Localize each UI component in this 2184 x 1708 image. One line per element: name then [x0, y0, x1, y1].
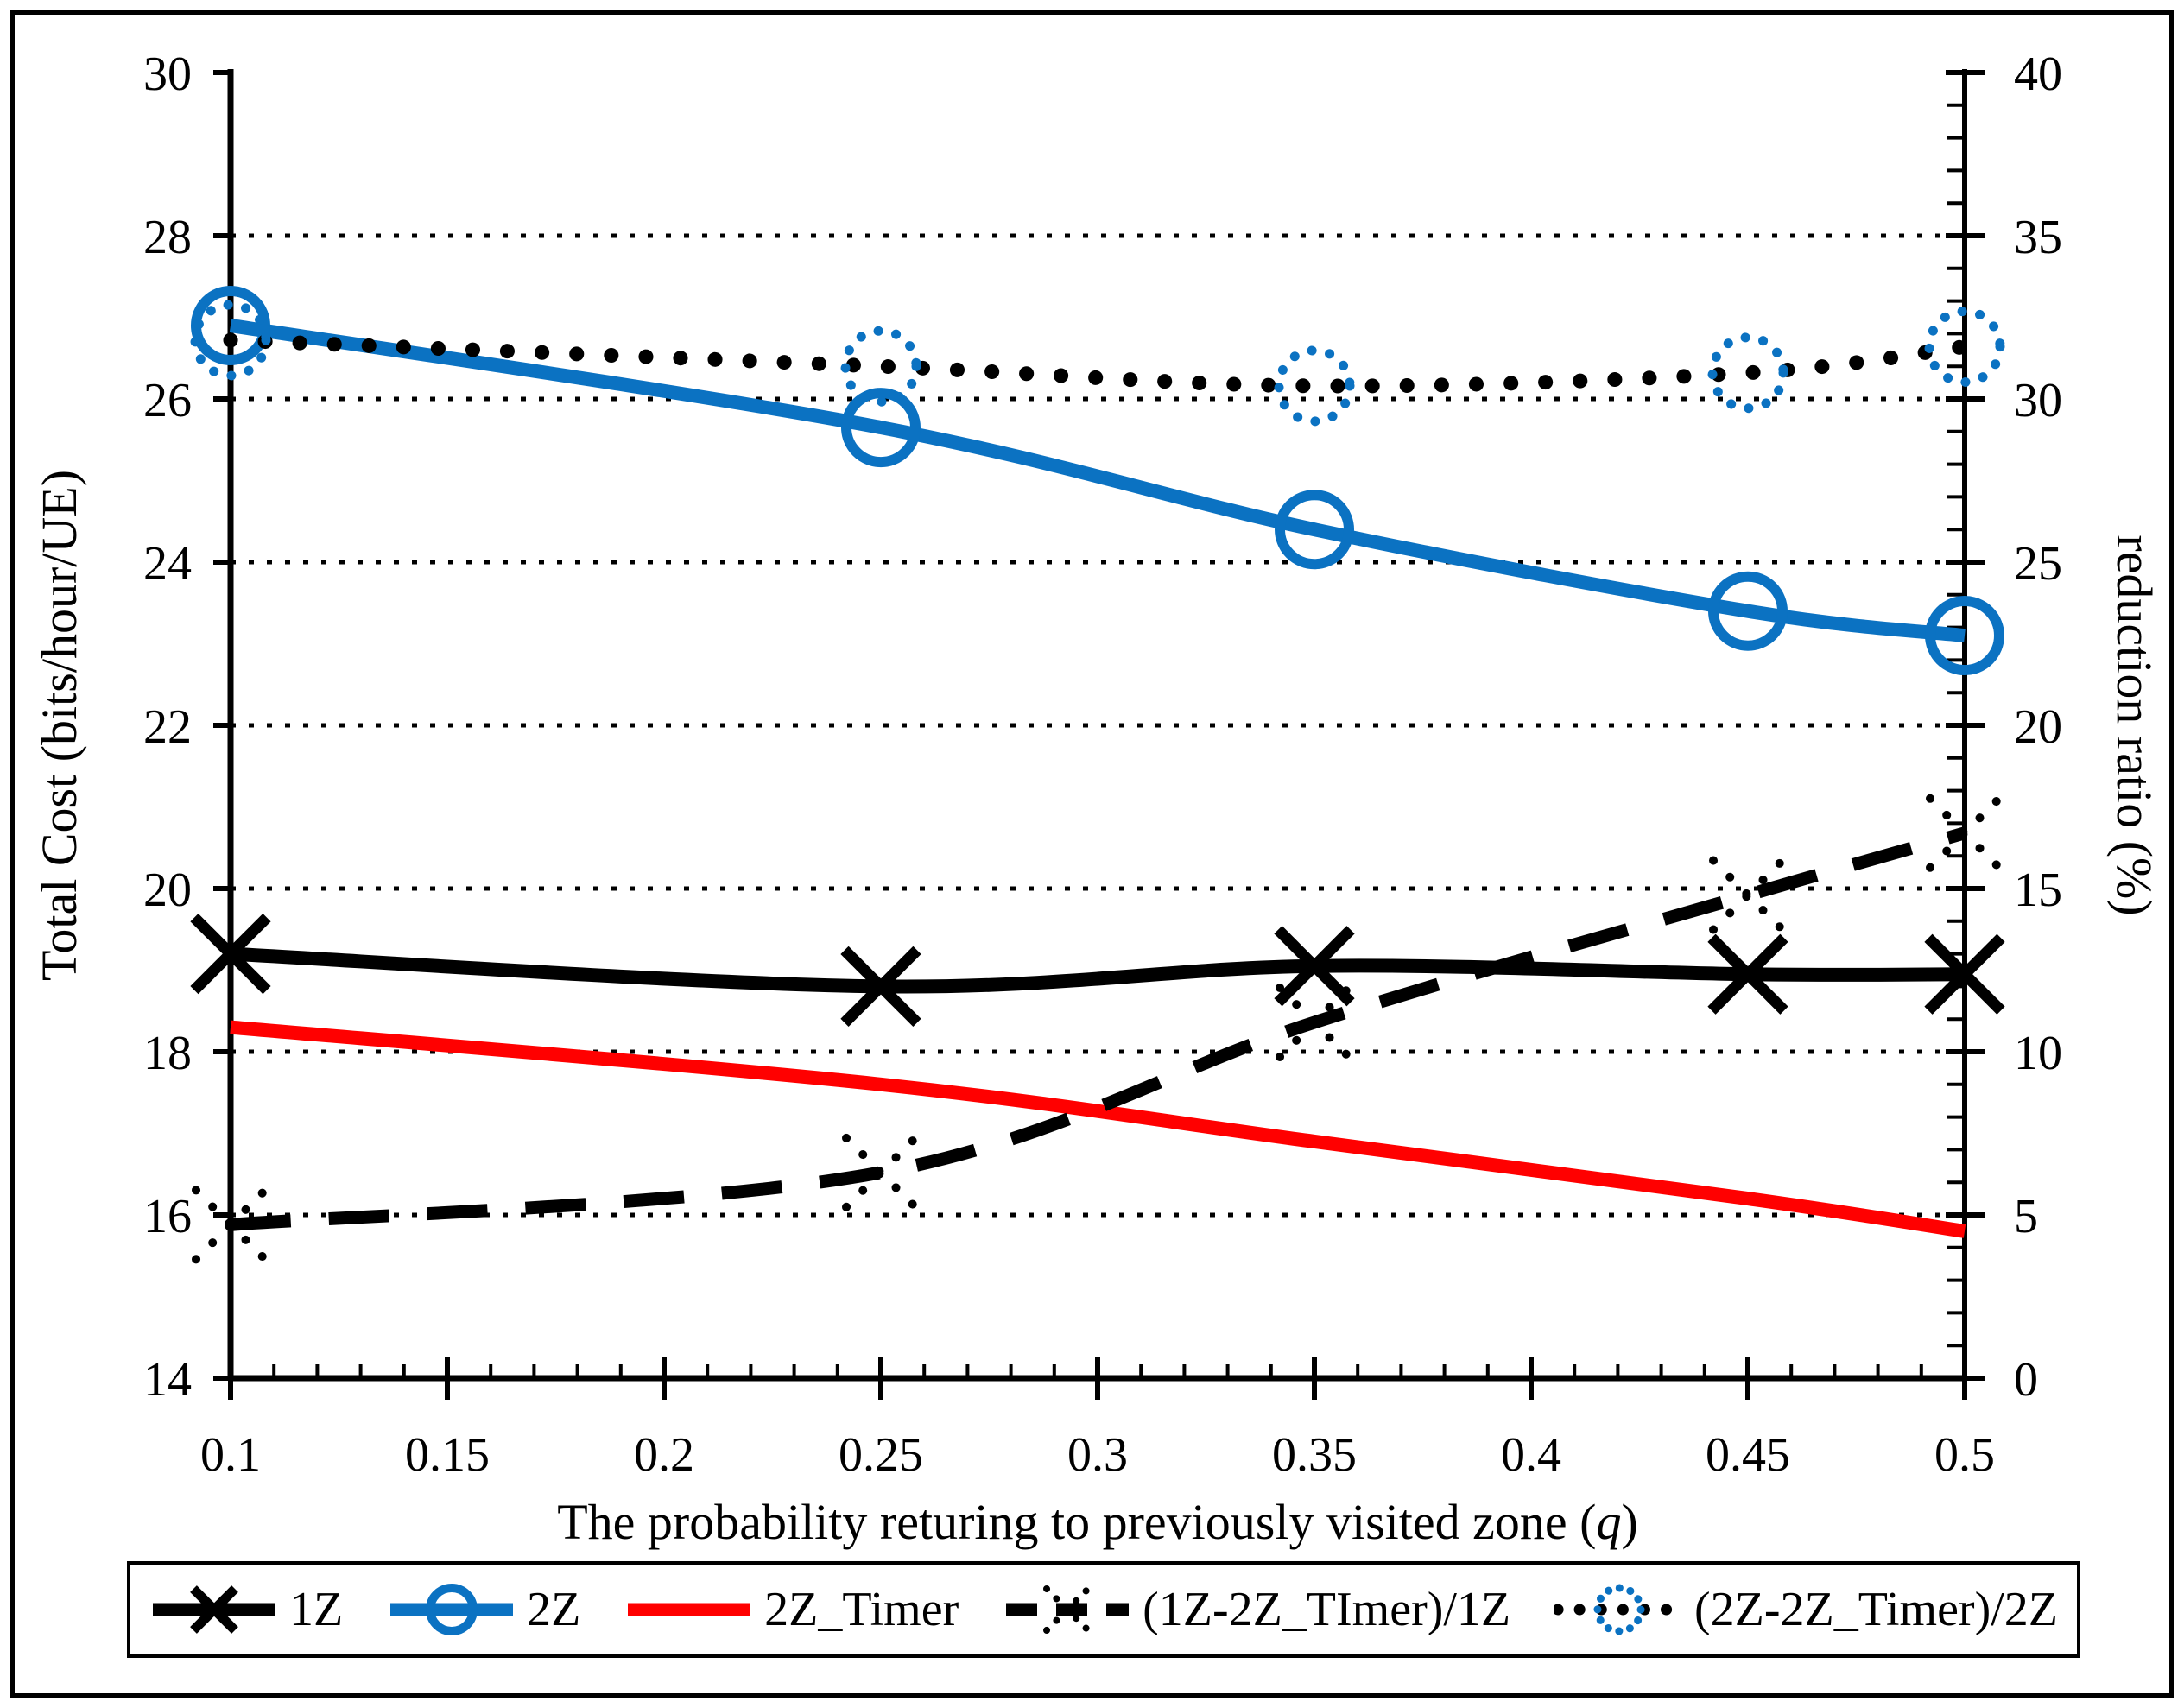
legend-marker-solid	[628, 1603, 751, 1616]
legend-label: 2Z	[527, 1583, 581, 1636]
left-axis-tick-label: 14	[143, 1353, 192, 1407]
marker-dotted-circle	[1707, 332, 1788, 414]
x-axis-tick-label: 0.25	[839, 1428, 923, 1482]
marker-x	[1274, 926, 1355, 1007]
marker-circle	[1925, 596, 2004, 676]
marker-circle	[1708, 571, 1788, 651]
legend-label: 1Z	[289, 1583, 344, 1636]
left-axis-tick-label: 16	[143, 1190, 192, 1243]
legend-label: (2Z-2Z_Timer)/2Z	[1694, 1583, 2058, 1636]
marker-dotted-x	[1926, 794, 2004, 872]
marker-dotted-x	[1276, 983, 1353, 1061]
series-(1Z-2Z_TImer)/1Z	[192, 794, 2004, 1264]
series-line-2Z_Timer	[230, 1020, 1966, 1238]
legend-label: 2Z_Timer	[764, 1583, 959, 1636]
right-axis-tick-label: 10	[2014, 1027, 2062, 1080]
legend-item-2Z: 2Z	[387, 1573, 580, 1646]
x-axis-title-text: The probability returing to previously v…	[557, 1494, 1596, 1550]
legend-x	[190, 1585, 238, 1634]
legend-marker-dashed-dotx	[1006, 1585, 1130, 1634]
right-axis-tick-label: 0	[2014, 1353, 2038, 1407]
left-axis-tick-label: 30	[143, 47, 192, 101]
marker-x	[1707, 933, 1788, 1015]
marker-circle	[1275, 490, 1354, 570]
legend-item-(2Z-2Z_Timer)/2Z: (2Z-2Z_Timer)/2Z	[1554, 1573, 2058, 1646]
legend-dotted-circle	[1593, 1584, 1645, 1635]
legend-label: (1Z-2Z_TImer)/1Z	[1143, 1583, 1511, 1636]
marker-dotted-circle	[840, 326, 921, 407]
series-line-2Z	[229, 319, 1966, 642]
x-axis-title: The probability returing to previously v…	[557, 1494, 1638, 1550]
figure-border	[10, 10, 2174, 1698]
left-axis-tick-label: 28	[143, 211, 192, 264]
legend-item-(1Z-2Z_TImer)/1Z: (1Z-2Z_TImer)/1Z	[1003, 1573, 1510, 1646]
legend-marker-solid-circle	[390, 1584, 514, 1635]
left-axis-tick-label: 24	[143, 537, 192, 591]
marker-dotted-x	[1709, 856, 1787, 934]
right-axis-tick-label: 35	[2014, 211, 2062, 264]
marker-circle	[841, 388, 921, 468]
right-axis-tick-label: 5	[2014, 1190, 2038, 1243]
legend-item-1Z: 1Z	[149, 1573, 343, 1646]
x-axis-tick-label: 0.15	[405, 1428, 490, 1482]
legend-marker-solid-x	[153, 1585, 275, 1634]
right-axis-tick-label: 30	[2014, 374, 2062, 427]
marker-x	[190, 914, 271, 995]
right-axis-tick-label: 25	[2014, 537, 2062, 591]
legend-marker-dotted-dotcircle	[1554, 1584, 1684, 1635]
x-axis-title-close: )	[1621, 1494, 1637, 1550]
series-plot	[190, 285, 2005, 1264]
marker-dotted-x	[192, 1186, 269, 1264]
x-axis-tick-label: 0.2	[634, 1428, 694, 1482]
marker-dotted-circle	[190, 300, 271, 381]
marker-x	[840, 946, 921, 1027]
series-2Z_Timer	[230, 1020, 1966, 1238]
right-axis-tick-label: 20	[2014, 700, 2062, 754]
series-line-1Z	[230, 946, 1966, 994]
marker-dotted-circle	[1924, 307, 2005, 388]
chart-legend: 1Z 2Z 2Z_Timer (1Z-2Z_TImer)/1Z (2Z-2Z_Timer…	[127, 1561, 2080, 1658]
x-axis-tick-label: 0.1	[200, 1428, 261, 1482]
series-1Z	[190, 914, 2005, 1027]
x-axis-tick-label: 0.5	[1934, 1428, 1995, 1482]
x-axis-tick-label: 0.3	[1067, 1428, 1128, 1482]
tick-marks	[213, 70, 1985, 1400]
left-axis-tick-label: 18	[143, 1027, 192, 1080]
series-2Z	[191, 285, 2004, 676]
marker-x	[1924, 933, 2005, 1015]
right-axis-tick-label: 40	[2014, 47, 2062, 101]
right-axis-tick-label: 15	[2014, 863, 2062, 917]
left-axis-tick-label: 26	[143, 374, 192, 427]
series-(2Z-2Z_Timer)/2Z	[190, 300, 2005, 427]
left-axis-tick-label: 20	[143, 863, 192, 917]
left-axis-tick-label: 22	[143, 700, 192, 754]
x-axis-tick-label: 0.4	[1501, 1428, 1561, 1482]
x-axis-tick-label: 0.35	[1272, 1428, 1357, 1482]
marker-dotted-circle	[1274, 345, 1355, 427]
legend-item-2Z_Timer: 2Z_Timer	[624, 1573, 959, 1646]
x-axis-title-q: q	[1596, 1494, 1621, 1550]
right-axis-title: reduction ratio (%)	[2106, 535, 2162, 915]
x-axis-tick-label: 0.45	[1706, 1428, 1790, 1482]
tick-labels: 30 28 26 24 22 20 18 16 14 40 35 30 25 20 15 10 5 0 0.1 0.1…	[143, 47, 2062, 1482]
left-axis-title: Total Cost (bits/hour/UE)	[31, 470, 87, 981]
marker-dotted-x	[842, 1133, 920, 1211]
legend-dotted-x	[1043, 1585, 1092, 1634]
series-line-(1Z-2Z_TImer)/1Z	[230, 826, 1967, 1231]
